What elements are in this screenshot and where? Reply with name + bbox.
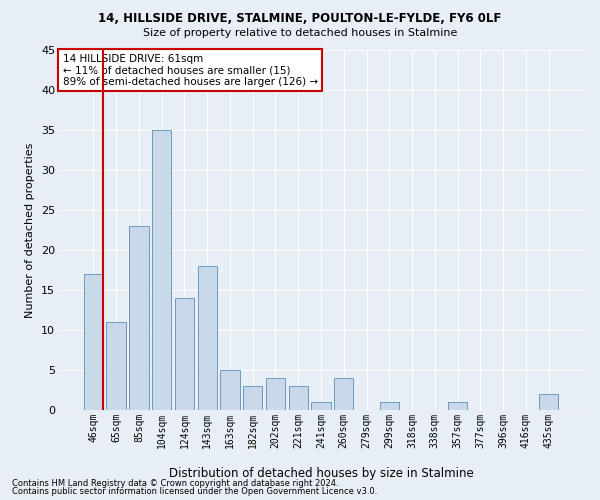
Text: Contains HM Land Registry data © Crown copyright and database right 2024.: Contains HM Land Registry data © Crown c… bbox=[12, 478, 338, 488]
Bar bbox=[539, 394, 558, 410]
Text: 14, HILLSIDE DRIVE, STALMINE, POULTON-LE-FYLDE, FY6 0LF: 14, HILLSIDE DRIVE, STALMINE, POULTON-LE… bbox=[98, 12, 502, 26]
Bar bbox=[266, 378, 285, 410]
Text: 14 HILLSIDE DRIVE: 61sqm
← 11% of detached houses are smaller (15)
89% of semi-d: 14 HILLSIDE DRIVE: 61sqm ← 11% of detach… bbox=[62, 54, 318, 87]
Bar bbox=[448, 402, 467, 410]
Bar bbox=[129, 226, 149, 410]
Bar bbox=[106, 322, 126, 410]
Bar bbox=[243, 386, 262, 410]
Bar bbox=[311, 402, 331, 410]
Bar bbox=[289, 386, 308, 410]
Text: Size of property relative to detached houses in Stalmine: Size of property relative to detached ho… bbox=[143, 28, 457, 38]
Bar bbox=[175, 298, 194, 410]
Y-axis label: Number of detached properties: Number of detached properties bbox=[25, 142, 35, 318]
Bar bbox=[334, 378, 353, 410]
Bar bbox=[220, 370, 239, 410]
Bar bbox=[380, 402, 399, 410]
Bar bbox=[197, 266, 217, 410]
Bar bbox=[84, 274, 103, 410]
Text: Distribution of detached houses by size in Stalmine: Distribution of detached houses by size … bbox=[169, 467, 473, 480]
Bar bbox=[152, 130, 172, 410]
Text: Contains public sector information licensed under the Open Government Licence v3: Contains public sector information licen… bbox=[12, 487, 377, 496]
